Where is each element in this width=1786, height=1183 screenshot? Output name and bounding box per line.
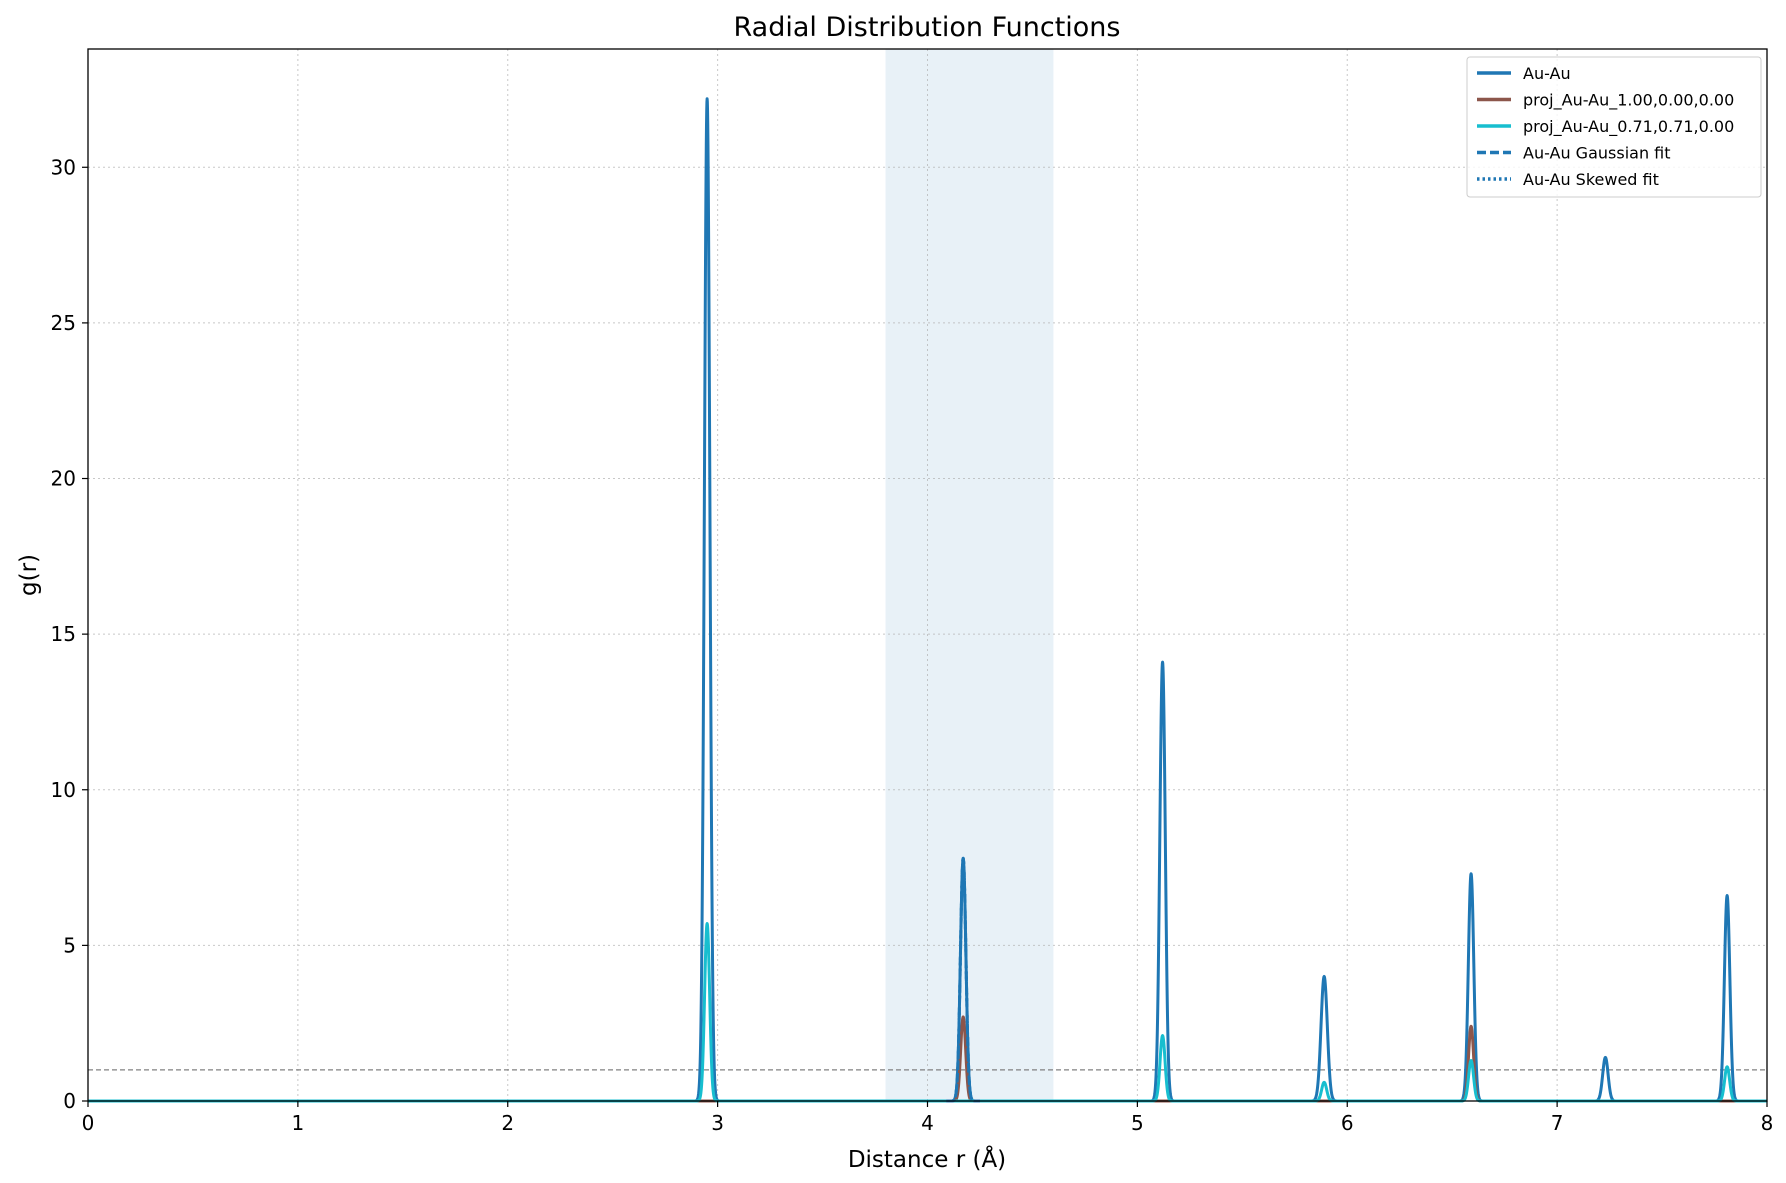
legend-label-1: proj_Au-Au_1.00,0.00,0.00 [1523, 91, 1734, 111]
legend-label-4: Au-Au Skewed fit [1523, 170, 1659, 189]
x-tick-label: 0 [82, 1111, 95, 1135]
legend-label-3: Au-Au Gaussian fit [1523, 144, 1671, 163]
x-tick-label: 7 [1551, 1111, 1564, 1135]
y-tick-label: 0 [63, 1089, 76, 1113]
x-tick-label: 8 [1761, 1111, 1774, 1135]
y-axis-ticks: 0 5 10 15 20 25 30 [51, 155, 88, 1113]
y-tick-label: 5 [63, 933, 76, 957]
legend: Au-Au proj_Au-Au_1.00,0.00,0.00 proj_Au-Au… [1466, 56, 1762, 198]
legend-label-2: proj_Au-Au_0.71,0.71,0.00 [1523, 117, 1734, 137]
highlight-region [885, 49, 1054, 1101]
y-axis-label: g(r) [16, 554, 42, 596]
x-tick-label: 4 [921, 1111, 934, 1135]
chart-title: Radial Distribution Functions [734, 12, 1121, 43]
x-tick-label: 5 [1131, 1111, 1144, 1135]
x-tick-label: 3 [711, 1111, 724, 1135]
legend-box [1466, 56, 1762, 198]
x-axis-label: Distance r (Å) [848, 1145, 1006, 1173]
x-tick-label: 2 [501, 1111, 514, 1135]
legend-label-0: Au-Au [1523, 64, 1571, 83]
highlight-band [885, 49, 1054, 1101]
y-tick-label: 15 [51, 622, 76, 646]
grid-lines [87, 49, 1768, 1102]
y-tick-label: 10 [51, 778, 76, 802]
y-tick-label: 25 [51, 311, 76, 335]
x-tick-label: 1 [292, 1111, 305, 1135]
x-tick-label: 6 [1341, 1111, 1354, 1135]
y-tick-label: 30 [51, 155, 76, 179]
x-axis-ticks: 0 1 2 3 4 5 6 7 8 [82, 1101, 1774, 1135]
y-tick-label: 20 [51, 467, 76, 491]
